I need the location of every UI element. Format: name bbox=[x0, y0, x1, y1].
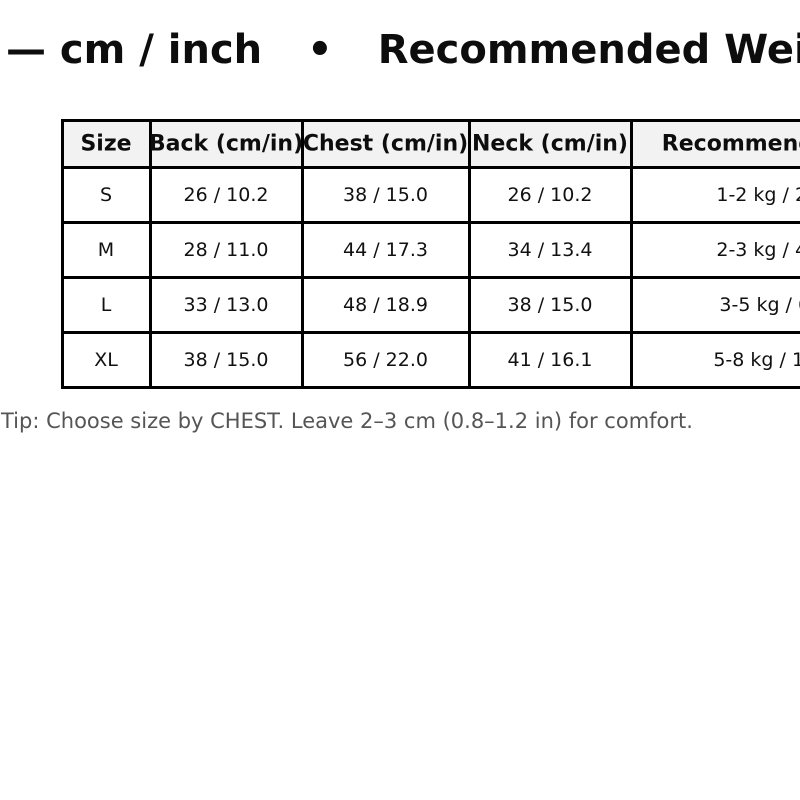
gridline-horizontal-row1 bbox=[60, 220, 800, 224]
cell-chest-m: 44 / 17.3 bbox=[343, 238, 428, 261]
header-cell-neck: Neck (cm/in) bbox=[472, 131, 628, 156]
table-header-background bbox=[62, 120, 800, 167]
gridline-horizontal-row2 bbox=[60, 275, 800, 279]
cell-neck-l: 38 / 15.0 bbox=[507, 293, 593, 316]
cell-neck-m: 34 / 13.4 bbox=[507, 238, 593, 261]
title-bullet-separator: • bbox=[307, 27, 333, 73]
cell-back-l: 33 / 13.0 bbox=[183, 293, 269, 316]
cell-weight-xl: 5-8 kg / 11-17.6 lb bbox=[713, 348, 800, 371]
gridline-vertical-left bbox=[60, 118, 64, 389]
gridline-horizontal-row3 bbox=[60, 330, 800, 334]
page-title: — cm / inch • Recommended Weight bbox=[6, 27, 800, 73]
gridline-horizontal-bottom bbox=[60, 385, 800, 389]
cell-size-xl: XL bbox=[94, 348, 118, 371]
size-chart-table: Size Back (cm/in) Chest (cm/in) Neck (cm… bbox=[60, 118, 800, 390]
gridline-horizontal-header bbox=[60, 165, 800, 169]
cell-chest-s: 38 / 15.0 bbox=[343, 183, 428, 206]
header-cell-weight: Recommended Weight bbox=[661, 131, 800, 156]
gridline-vertical-size bbox=[148, 118, 152, 389]
cell-size-l: L bbox=[100, 293, 112, 316]
gridline-vertical-chest bbox=[467, 118, 471, 389]
cell-chest-xl: 56 / 22.0 bbox=[343, 348, 428, 371]
header-cell-size: Size bbox=[80, 131, 132, 156]
cell-back-xl: 38 / 15.0 bbox=[183, 348, 269, 371]
cell-weight-l: 3-5 kg / 6.6-11 lb bbox=[719, 293, 800, 316]
cell-back-m: 28 / 11.0 bbox=[183, 238, 269, 261]
cell-neck-s: 26 / 10.2 bbox=[507, 183, 593, 206]
gridline-horizontal-top bbox=[60, 118, 800, 122]
header-cell-chest: Chest (cm/in) bbox=[302, 131, 469, 156]
title-subtitle: Recommended Weight bbox=[377, 27, 800, 73]
cell-back-s: 26 / 10.2 bbox=[183, 183, 269, 206]
cell-weight-s: 1-2 kg / 2.2-4.4 lb bbox=[716, 183, 800, 206]
gridline-vertical-neck bbox=[629, 118, 633, 389]
title-units: — cm / inch bbox=[6, 27, 263, 73]
cell-size-m: M bbox=[97, 238, 115, 261]
sizing-tip-text: Tip: Choose size by CHEST. Leave 2–3 cm … bbox=[1, 409, 693, 433]
cell-chest-l: 48 / 18.9 bbox=[343, 293, 428, 316]
cell-weight-m: 2-3 kg / 4.4-6.6 lb bbox=[716, 238, 800, 261]
gridline-vertical-back bbox=[300, 118, 304, 389]
cell-size-s: S bbox=[99, 183, 113, 206]
cell-neck-xl: 41 / 16.1 bbox=[507, 348, 593, 371]
header-cell-back: Back (cm/in) bbox=[148, 131, 304, 156]
